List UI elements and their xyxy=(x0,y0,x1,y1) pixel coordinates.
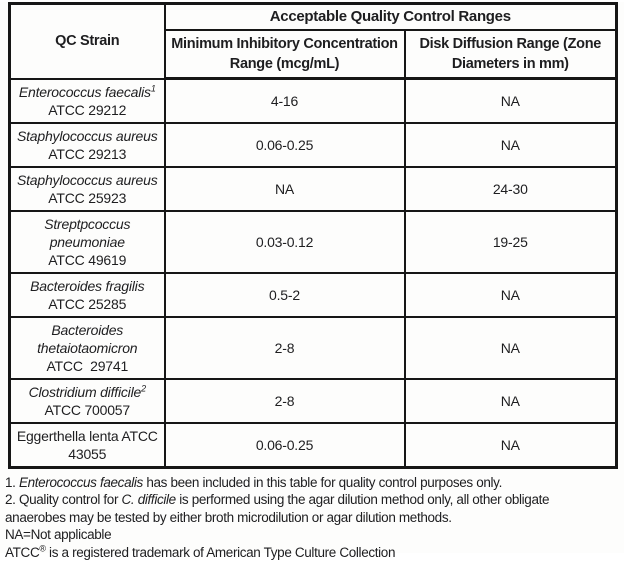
footnotes: 1. Enterococcus faecalis has been includ… xyxy=(5,474,624,561)
footnote-line: anaerobes may be tested by either broth … xyxy=(5,509,624,527)
strain-line: thetaiotaomicron xyxy=(15,339,160,357)
strain-line: ATCC 29213 xyxy=(15,145,160,163)
mic-value: 0.06-0.25 xyxy=(165,123,405,167)
mic-value: 2-8 xyxy=(165,317,405,379)
mic-header: Minimum Inhibitory Concentration Range (… xyxy=(165,30,405,79)
disk-value: NA xyxy=(405,379,617,423)
footnote-line: 1. Enterococcus faecalis has been includ… xyxy=(5,474,624,492)
footnote-marker: 1 xyxy=(151,83,156,93)
strain-line: Staphylococcus aureus xyxy=(15,171,160,189)
mic-value: 0.5-2 xyxy=(165,273,405,317)
disk-value: NA xyxy=(405,317,617,379)
strain-line: 43055 xyxy=(15,445,160,463)
acceptable-ranges-header: Acceptable Quality Control Ranges xyxy=(165,4,617,31)
disk-value: NA xyxy=(405,79,617,123)
strain-line: Eggerthella lenta ATCC xyxy=(15,427,160,445)
disk-value: NA xyxy=(405,273,617,317)
strain-line: Bacteroides xyxy=(15,321,160,339)
strain-line: Enterococcus faecalis1 xyxy=(15,83,160,101)
strain-line: Bacteroides fragilis xyxy=(15,277,160,295)
strain-line: Clostridium difficile2 xyxy=(15,383,160,401)
footnote-line: NA=Not applicable xyxy=(5,526,624,544)
strain-line: ATCC 700057 xyxy=(15,401,160,419)
strain-line: ATCC 25923 xyxy=(15,189,160,207)
disk-value: 19-25 xyxy=(405,211,617,273)
strain-line: ATCC 29212 xyxy=(15,101,160,119)
qc-strain-header: QC Strain xyxy=(10,4,165,79)
strain-line: pneumoniae xyxy=(15,233,160,251)
qc-ranges-table: QC Strain Acceptable Quality Control Ran… xyxy=(8,2,618,469)
disk-value: NA xyxy=(405,123,617,167)
footnote-marker: 2 xyxy=(141,383,146,393)
mic-value: 2-8 xyxy=(165,379,405,423)
footnote-line: 2. Quality control for C. difficile is p… xyxy=(5,491,624,509)
strain-line: ATCC 29741 xyxy=(15,357,160,375)
strain-line: Streptpcoccus xyxy=(15,215,160,233)
header-row-title: QC Strain Acceptable Quality Control Ran… xyxy=(10,4,617,31)
strain-line: ATCC 25285 xyxy=(15,295,160,313)
disk-value: NA xyxy=(405,423,617,468)
mic-value: 4-16 xyxy=(165,79,405,123)
strain-line: Staphylococcus aureus xyxy=(15,127,160,145)
mic-value: 0.03-0.12 xyxy=(165,211,405,273)
mic-value: 0.06-0.25 xyxy=(165,423,405,468)
mic-value: NA xyxy=(165,167,405,211)
strain-line: ATCC 49619 xyxy=(15,251,160,269)
disk-diffusion-header: Disk Diffusion Range (Zone Diameters in … xyxy=(405,30,617,79)
footnote-line: ATCC® is a registered trademark of Ameri… xyxy=(5,544,624,561)
disk-value: 24-30 xyxy=(405,167,617,211)
